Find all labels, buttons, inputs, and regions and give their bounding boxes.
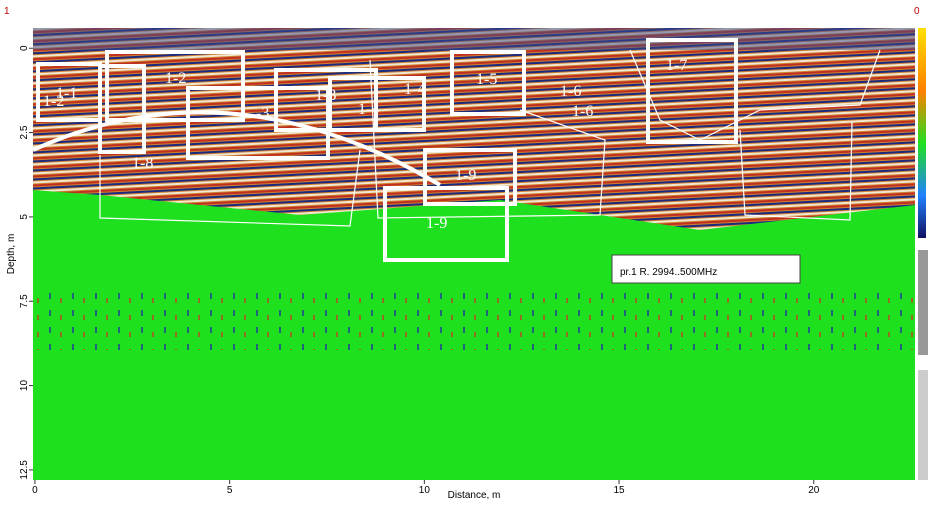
- annotation-label: -3: [256, 105, 269, 122]
- surface-band: [33, 28, 915, 50]
- annotation-label: 1-5: [476, 71, 497, 88]
- y-tick-label: 10: [19, 380, 30, 392]
- y-tick-label: 5: [19, 214, 30, 220]
- annotation-label: 1-2: [43, 93, 64, 110]
- x-tick-label: 20: [808, 485, 820, 496]
- x-tick-label: 5: [227, 485, 233, 496]
- y-axis-label: Depth, m: [6, 234, 17, 275]
- annotation-label: 1-6: [572, 103, 593, 120]
- radargram-view: 1 0 1-1 1-2 1-2 -3 1-3 1-4 1-4 1-5 1-6 1…: [0, 0, 930, 503]
- info-text: pr.1 R. 2994..500MHz: [620, 267, 717, 278]
- reflector-layer: [33, 290, 915, 350]
- annotation-label: 1-2: [165, 70, 186, 87]
- x-tick-label: 15: [613, 485, 625, 496]
- y-tick-label: 7.5: [19, 294, 30, 308]
- side-panel: [918, 250, 928, 355]
- right-marker: 0: [914, 6, 920, 17]
- annotation-label: 1-8: [132, 155, 153, 172]
- annotation-label: 1-9: [455, 167, 476, 184]
- color-scale: [918, 28, 926, 238]
- annotation-label: 1-7: [666, 57, 687, 74]
- y-tick-label: 12.5: [19, 460, 30, 480]
- x-tick-label: 0: [32, 485, 38, 496]
- annotation-label: 1-4: [404, 81, 425, 98]
- x-axis-label: Distance, m: [448, 490, 501, 501]
- annotation-label: 1-3: [315, 87, 336, 104]
- x-tick-label: 10: [419, 485, 431, 496]
- side-panel: [918, 370, 928, 480]
- annotation-label: 1-4: [358, 101, 379, 118]
- annotation-label: 1-6: [560, 83, 581, 100]
- layered-zone: [33, 28, 915, 230]
- y-tick-label: 0: [19, 45, 30, 51]
- y-tick-label: 2.5: [19, 125, 30, 139]
- annotation-label: 1-9: [426, 215, 447, 232]
- left-marker: 1: [4, 6, 10, 17]
- page: 1 0 1-1 1-2 1-2 -3 1-3 1-4 1-4 1-5 1-6 1…: [0, 0, 930, 503]
